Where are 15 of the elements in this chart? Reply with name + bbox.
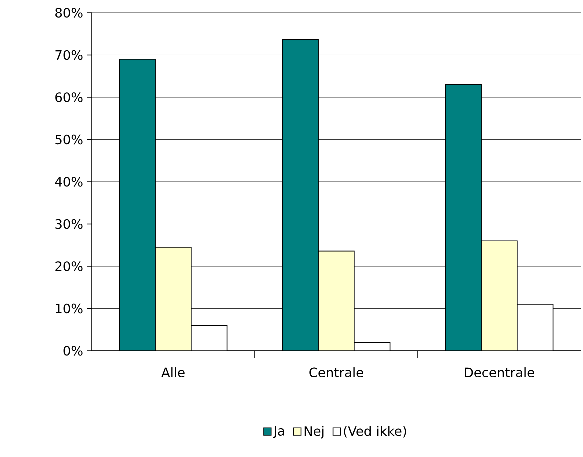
y-tick-label: 60%: [56, 92, 83, 102]
x-tick-label: Decentrale: [465, 368, 534, 378]
y-tick-label: 40%: [55, 177, 83, 187]
y-tick-label: 10%: [56, 304, 83, 314]
y-tick-label: 20%: [56, 262, 83, 272]
x-tick-label: Alle: [162, 368, 185, 378]
legend-label: (Ved ikke): [344, 426, 406, 438]
y-tick-label: 70%: [56, 50, 83, 60]
x-tick-label: Centrale: [310, 368, 364, 378]
legend-label: Ja: [273, 426, 284, 438]
y-tick-label: 50%: [56, 134, 83, 145]
y-tick-label: 0%: [64, 346, 83, 356]
legend-label: Nej: [304, 426, 324, 439]
y-tick-label: 80%: [56, 8, 83, 18]
y-tick-label: 30%: [56, 219, 83, 230]
